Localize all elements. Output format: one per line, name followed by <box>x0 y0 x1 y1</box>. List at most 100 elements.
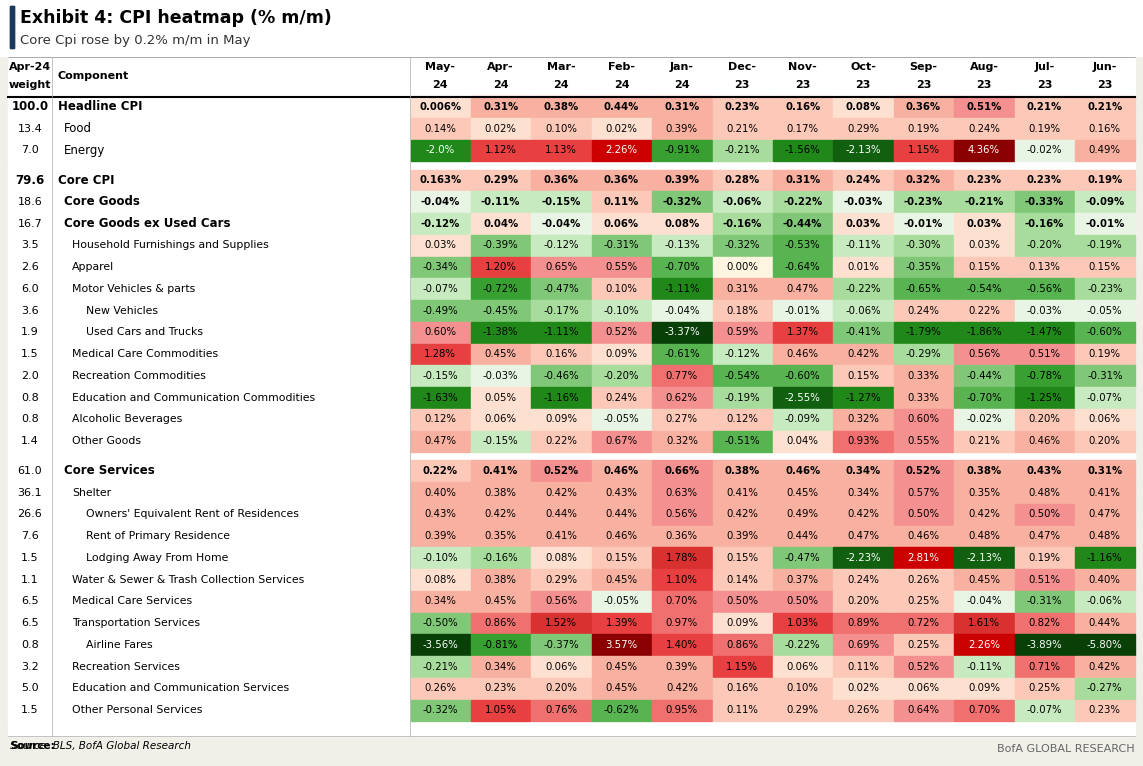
Text: 0.29%: 0.29% <box>847 123 879 133</box>
Text: -3.89%: -3.89% <box>1026 640 1062 650</box>
Text: 3.6: 3.6 <box>22 306 39 316</box>
Bar <box>954 97 1014 117</box>
Bar <box>954 656 1014 677</box>
Text: -0.20%: -0.20% <box>604 371 639 381</box>
Bar <box>592 118 652 139</box>
Text: 0.11%: 0.11% <box>726 705 758 715</box>
Bar <box>8 257 410 278</box>
Bar <box>833 504 893 525</box>
Bar <box>954 460 1014 482</box>
Bar <box>1015 699 1074 721</box>
Text: 0.52%: 0.52% <box>908 662 940 672</box>
Text: 0.35%: 0.35% <box>968 488 1000 498</box>
Bar <box>592 409 652 430</box>
Text: 0.38%: 0.38% <box>485 574 517 584</box>
Text: -0.60%: -0.60% <box>785 371 821 381</box>
Text: -0.07%: -0.07% <box>423 284 458 294</box>
Text: -0.65%: -0.65% <box>905 284 942 294</box>
Text: 0.42%: 0.42% <box>485 509 517 519</box>
Text: 0.38%: 0.38% <box>543 102 578 112</box>
Bar <box>773 278 832 300</box>
Text: -0.60%: -0.60% <box>1087 327 1122 337</box>
Text: 23: 23 <box>1037 80 1052 90</box>
Text: 7.0: 7.0 <box>21 146 39 155</box>
Text: -0.02%: -0.02% <box>966 414 1001 424</box>
Text: 24: 24 <box>614 80 630 90</box>
Bar <box>531 192 591 212</box>
Text: 7.6: 7.6 <box>21 531 39 541</box>
Bar <box>894 525 953 547</box>
Text: 0.22%: 0.22% <box>423 466 457 476</box>
Text: -0.19%: -0.19% <box>725 393 760 403</box>
Text: -0.15%: -0.15% <box>482 436 519 446</box>
Bar <box>531 213 591 234</box>
Text: Core Services: Core Services <box>64 464 154 477</box>
Bar <box>410 140 470 161</box>
Bar <box>833 591 893 612</box>
Bar <box>894 169 953 191</box>
Text: -0.06%: -0.06% <box>846 306 881 316</box>
Bar <box>833 365 893 387</box>
Bar <box>894 235 953 256</box>
Bar <box>954 169 1014 191</box>
Text: 0.44%: 0.44% <box>604 102 639 112</box>
Bar <box>894 699 953 721</box>
Bar <box>712 569 772 590</box>
Text: Medical Care Services: Medical Care Services <box>72 597 192 607</box>
Bar <box>592 257 652 278</box>
Bar <box>954 613 1014 633</box>
Text: -0.13%: -0.13% <box>664 241 700 250</box>
Bar <box>592 387 652 408</box>
Text: -0.44%: -0.44% <box>966 371 1001 381</box>
Text: 0.51%: 0.51% <box>1029 349 1061 359</box>
Bar <box>1076 678 1135 699</box>
Text: May-: May- <box>425 62 455 72</box>
Bar <box>1015 387 1074 408</box>
Text: Apparel: Apparel <box>72 262 114 272</box>
Text: 0.16%: 0.16% <box>545 349 577 359</box>
Bar <box>894 504 953 525</box>
Bar <box>653 343 712 365</box>
Text: 0.38%: 0.38% <box>966 466 1001 476</box>
Text: 0.47%: 0.47% <box>1029 531 1061 541</box>
Text: -0.01%: -0.01% <box>904 218 943 228</box>
Bar <box>712 504 772 525</box>
Text: -0.70%: -0.70% <box>966 393 1001 403</box>
Bar <box>954 569 1014 590</box>
Text: 0.64%: 0.64% <box>908 705 940 715</box>
Text: 0.36%: 0.36% <box>543 175 578 185</box>
Bar <box>531 699 591 721</box>
Text: 1.61%: 1.61% <box>968 618 1000 628</box>
Text: 0.62%: 0.62% <box>666 393 698 403</box>
Text: 0.08%: 0.08% <box>664 218 700 228</box>
Bar <box>8 591 410 612</box>
Bar <box>894 430 953 452</box>
Bar <box>410 460 470 482</box>
Bar <box>410 235 470 256</box>
Bar <box>592 504 652 525</box>
Text: -0.21%: -0.21% <box>423 662 458 672</box>
Text: 0.22%: 0.22% <box>968 306 1000 316</box>
Text: Dec-: Dec- <box>728 62 757 72</box>
Text: 0.39%: 0.39% <box>726 531 758 541</box>
Text: 0.36%: 0.36% <box>604 175 639 185</box>
Bar <box>1076 634 1135 656</box>
Text: 1.03%: 1.03% <box>786 618 818 628</box>
Bar <box>894 591 953 612</box>
Bar <box>954 257 1014 278</box>
Text: -0.11%: -0.11% <box>481 197 520 207</box>
Bar <box>1015 343 1074 365</box>
Text: 3.5: 3.5 <box>22 241 39 250</box>
Text: 79.6: 79.6 <box>15 174 45 187</box>
Bar <box>1076 504 1135 525</box>
Text: 36.1: 36.1 <box>17 488 42 498</box>
Text: -0.01%: -0.01% <box>785 306 821 316</box>
Text: 0.27%: 0.27% <box>666 414 698 424</box>
Text: Core CPI: Core CPI <box>58 174 114 187</box>
Bar <box>894 365 953 387</box>
Bar <box>410 430 470 452</box>
Text: Shelter: Shelter <box>72 488 111 498</box>
Bar <box>954 591 1014 612</box>
Text: 0.43%: 0.43% <box>424 509 456 519</box>
Bar <box>1015 322 1074 343</box>
